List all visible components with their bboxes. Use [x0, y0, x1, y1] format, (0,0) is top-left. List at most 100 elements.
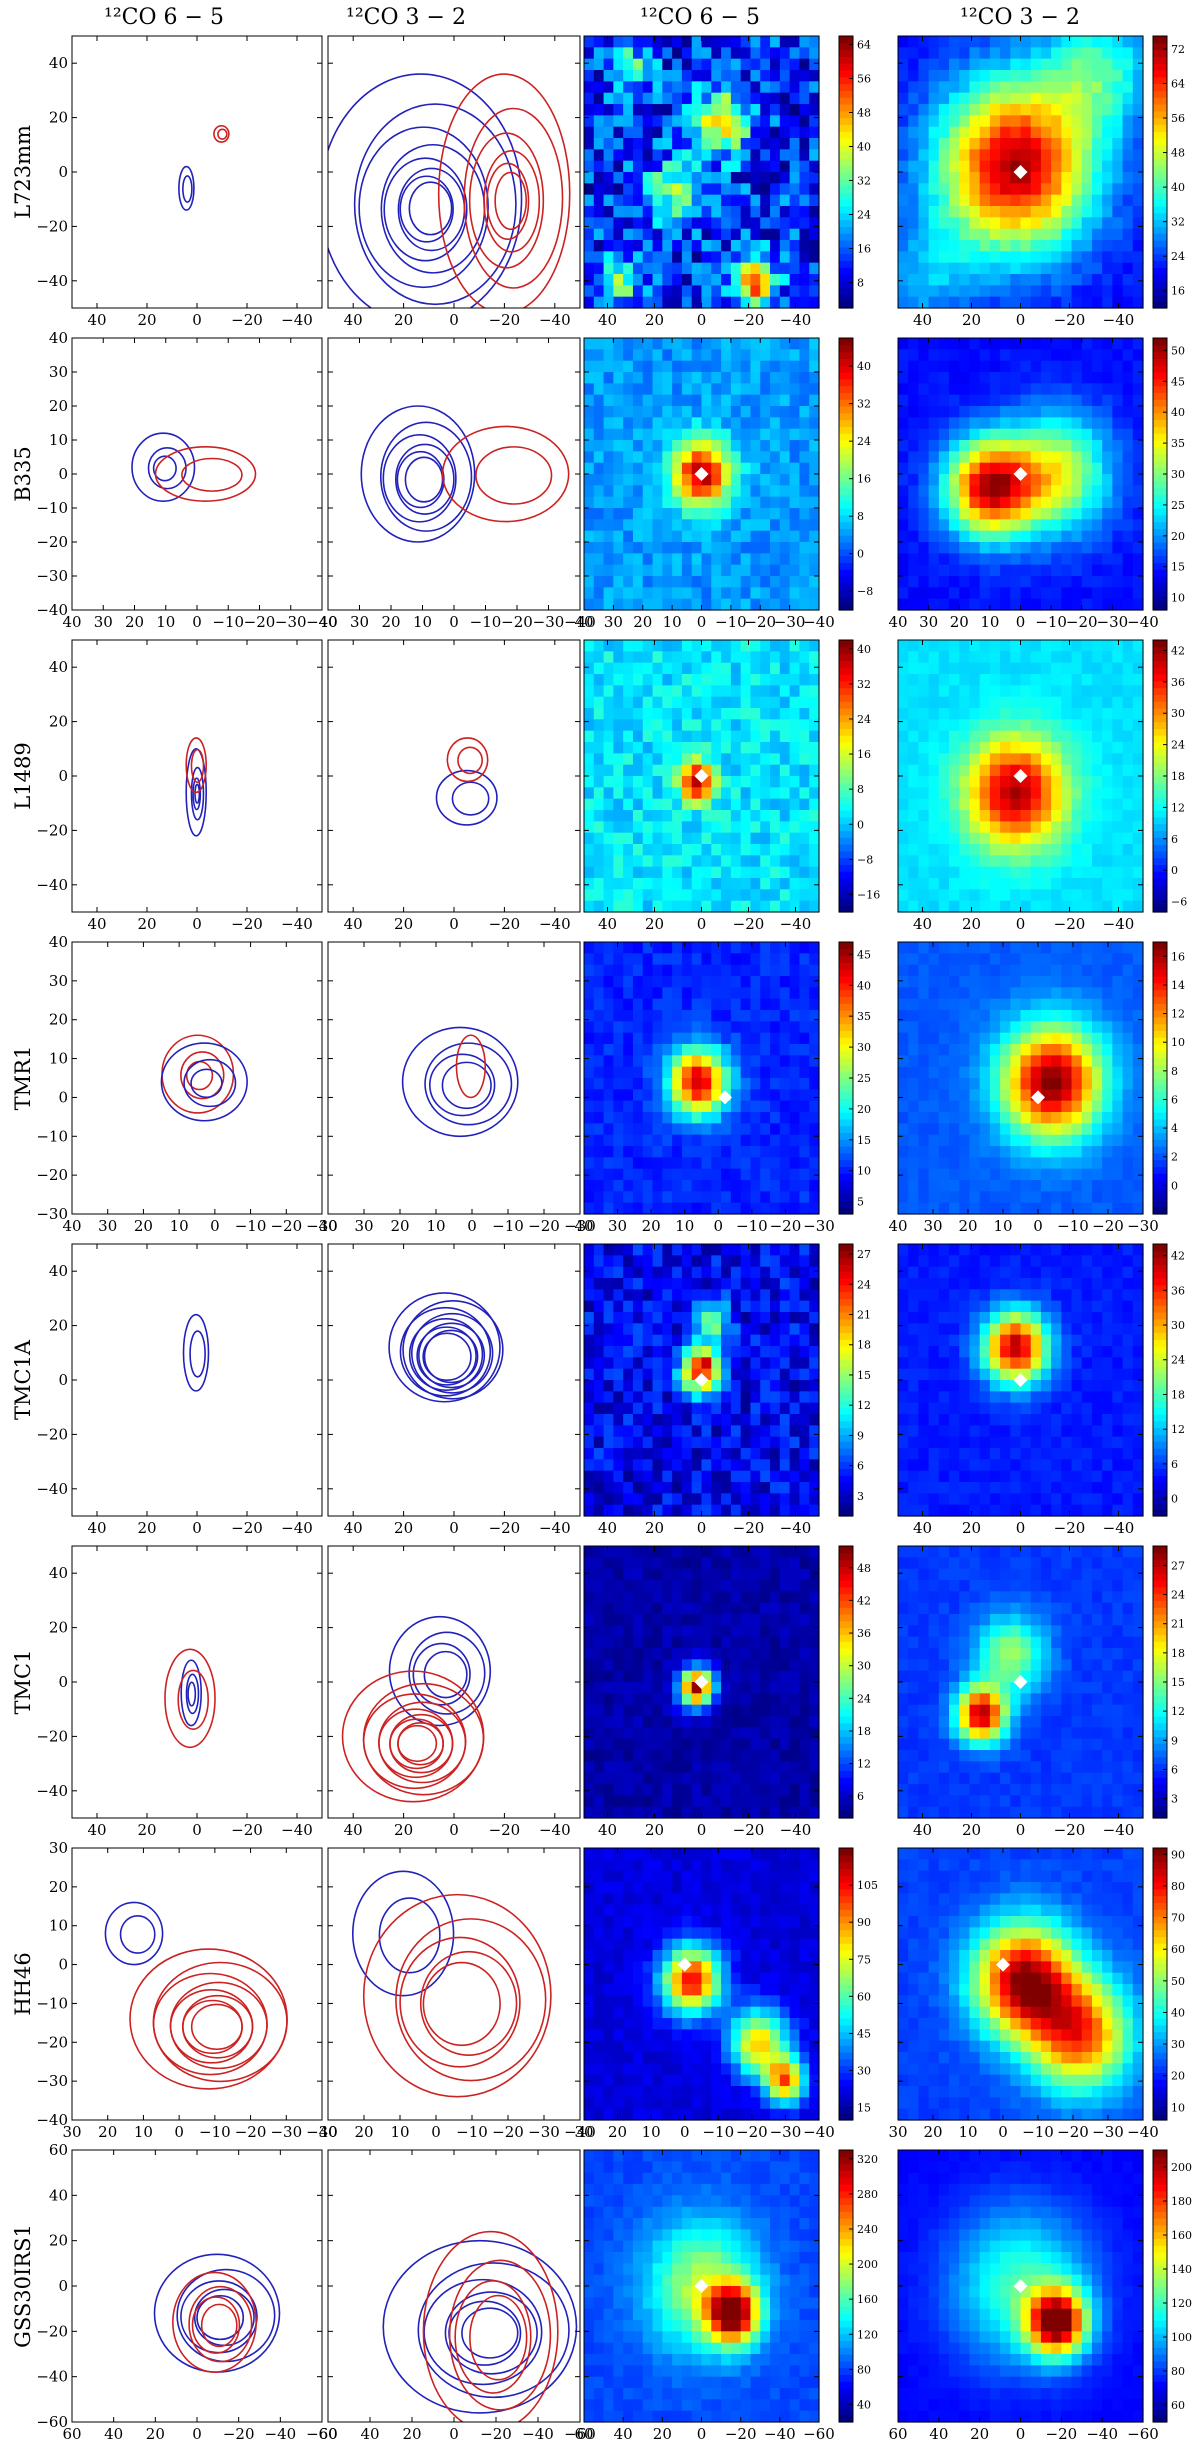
- map-cell: [1071, 764, 1083, 777]
- colorbar-segment: [839, 653, 853, 661]
- map-cell: [1081, 462, 1093, 475]
- map-cell: [1081, 708, 1093, 720]
- map-cell: [1010, 719, 1022, 732]
- map-cell: [1061, 160, 1073, 173]
- map-cell: [770, 228, 781, 241]
- map-cell: [1081, 674, 1093, 686]
- map-cell: [652, 866, 663, 879]
- colorbar-segment: [839, 199, 853, 207]
- map-cell: [989, 262, 1001, 275]
- map-cell: [1061, 149, 1073, 162]
- map-cell: [584, 964, 595, 977]
- map-cell: [623, 70, 634, 82]
- map-cell: [959, 194, 971, 207]
- map-cell: [750, 115, 761, 128]
- map-cell: [662, 262, 673, 275]
- map-cell: [1102, 451, 1113, 464]
- map-cell: [989, 878, 1001, 890]
- map-cell: [908, 719, 920, 732]
- map-cell: [613, 832, 624, 845]
- map-cell: [969, 662, 981, 675]
- map-cell: [959, 440, 971, 452]
- map-cell: [681, 194, 693, 207]
- map-cell: [1010, 844, 1022, 856]
- map-cell: [691, 394, 703, 407]
- map-cell: [584, 553, 595, 566]
- map-cell: [721, 1146, 732, 1158]
- colorbar-segment: [839, 548, 853, 557]
- map-cell: [979, 70, 991, 82]
- map-cell: [1040, 440, 1052, 452]
- map-cell: [1112, 115, 1124, 128]
- map-cell: [959, 640, 971, 652]
- map-cell: [701, 900, 712, 913]
- map-cell: [789, 998, 801, 1011]
- map-cell: [908, 228, 920, 241]
- map-cell: [979, 417, 991, 430]
- map-cell: [770, 1123, 781, 1136]
- map-cell: [652, 844, 663, 856]
- colorbar-segment: [839, 796, 853, 804]
- colorbar-segment: [839, 358, 853, 366]
- map-cell: [701, 183, 712, 196]
- map-cell: [809, 519, 820, 532]
- map-cell: [691, 217, 703, 230]
- map-cell: [799, 787, 810, 800]
- colorbar-tick-label: 0: [857, 818, 864, 831]
- map-cell: [809, 285, 820, 298]
- map-cell: [1081, 194, 1093, 207]
- map-cell: [1020, 349, 1032, 362]
- map-cell: [623, 953, 634, 966]
- map-cell: [1091, 542, 1103, 554]
- map-cell: [730, 730, 742, 743]
- map-cell: [789, 474, 801, 486]
- map-cell: [1010, 730, 1022, 743]
- colorbar-segment: [1153, 260, 1167, 268]
- map-cell: [799, 696, 810, 709]
- colorbar-tick-label: −16: [857, 888, 880, 901]
- map-cell: [1132, 787, 1144, 800]
- map-cell: [662, 149, 673, 162]
- colorbar-segment: [1153, 837, 1167, 845]
- map-cell: [1061, 542, 1073, 554]
- colorbar-segment: [839, 603, 853, 611]
- map-cell: [642, 553, 654, 566]
- map-cell: [642, 810, 654, 822]
- map-cell: [938, 855, 950, 868]
- map-cell: [691, 855, 703, 868]
- map-cell: [908, 587, 920, 600]
- map-cell: [584, 349, 595, 362]
- map-cell: [1061, 474, 1073, 486]
- map-cell: [711, 160, 722, 173]
- map-cell: [691, 508, 703, 520]
- colorbar-tick-label: 32: [1171, 216, 1185, 229]
- map-cell: [908, 821, 920, 834]
- map-cell: [918, 598, 930, 611]
- map-cell: [642, 708, 654, 720]
- map-cell: [672, 462, 683, 475]
- map-cell: [584, 1032, 595, 1045]
- map-cell: [672, 1010, 683, 1022]
- map-cell: [959, 206, 971, 218]
- map-cell: [584, 1078, 595, 1090]
- map-cell: [799, 889, 810, 902]
- colorbar-segment: [839, 535, 853, 543]
- map-cell: [632, 172, 644, 184]
- map-cell: [662, 953, 673, 966]
- red-lobe-contour: [437, 73, 571, 308]
- map-cell: [750, 172, 761, 184]
- map-cell: [1040, 394, 1052, 407]
- map-cell: [584, 900, 595, 913]
- map-cell: [672, 274, 683, 286]
- map-cell: [711, 92, 722, 105]
- map-cell: [740, 417, 752, 430]
- map-cell: [721, 674, 732, 686]
- map-cell: [1020, 576, 1032, 588]
- column-header-4: ¹²CO 3 − 2: [960, 5, 1080, 30]
- map-cell: [632, 485, 644, 498]
- map-cell: [740, 900, 752, 913]
- map-cell: [928, 172, 940, 184]
- map-cell: [1010, 866, 1022, 879]
- source-position-marker: [694, 769, 709, 783]
- map-cell: [1040, 338, 1052, 350]
